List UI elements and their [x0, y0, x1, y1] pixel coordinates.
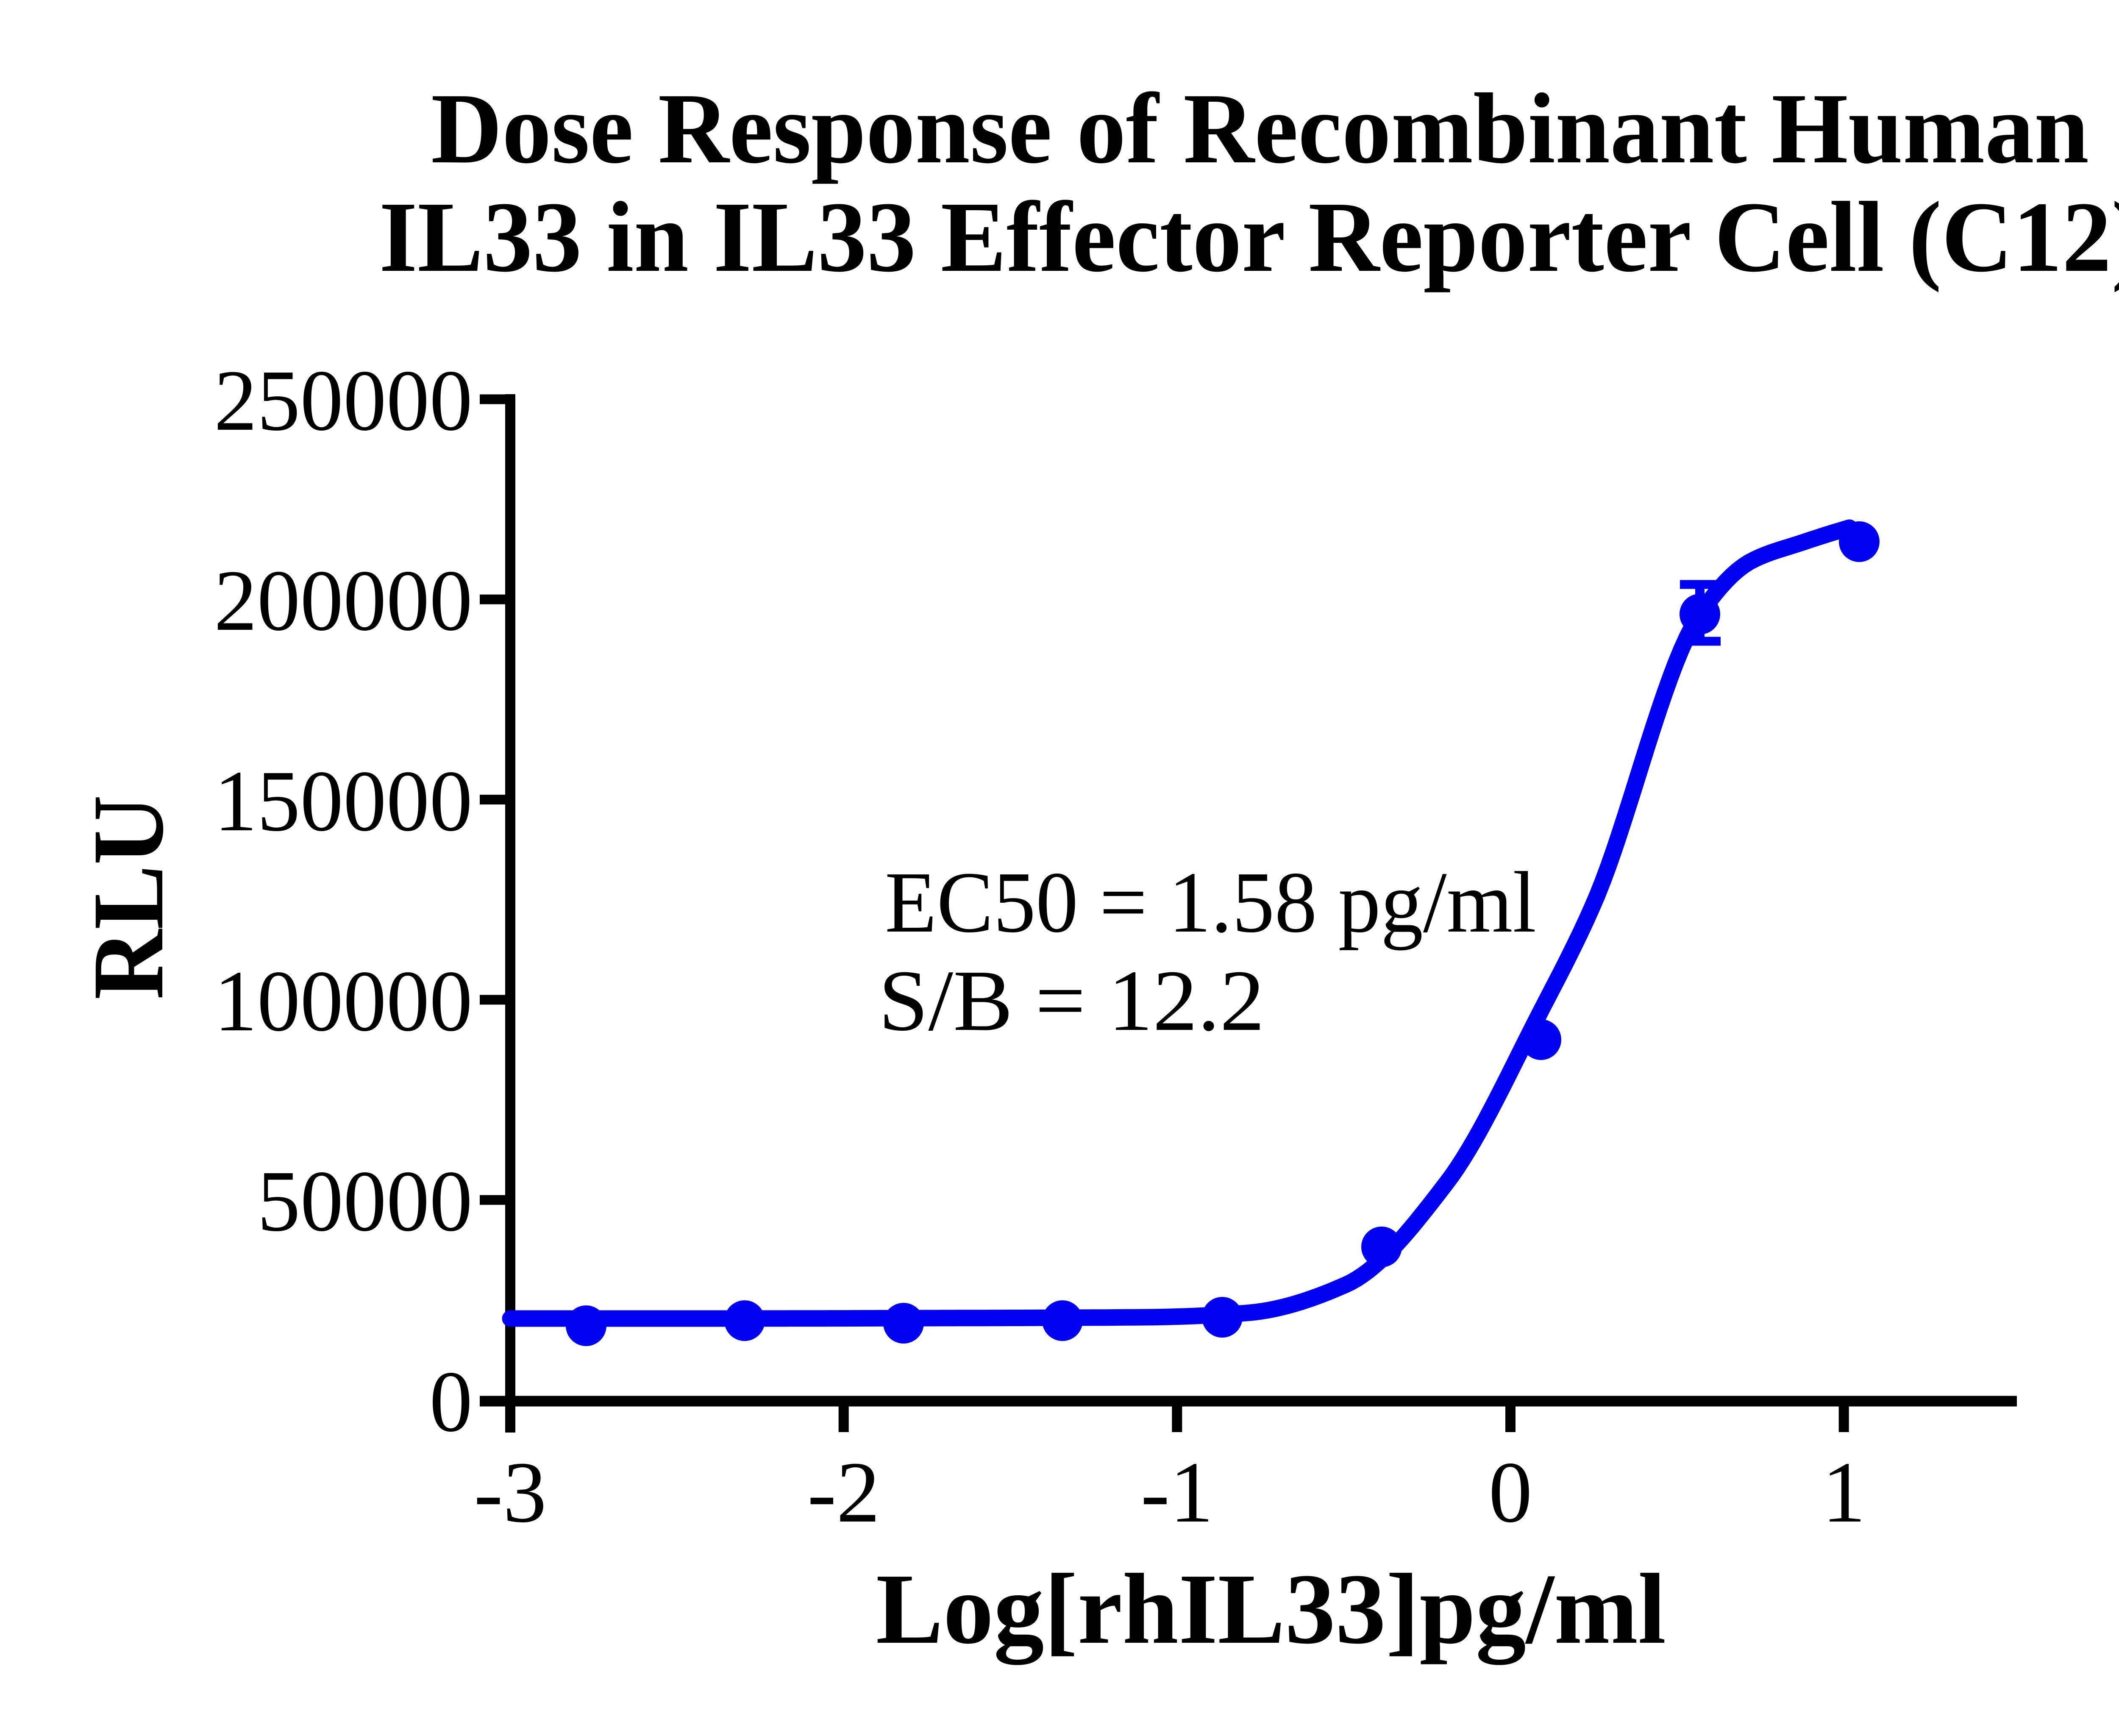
svg-text:50000: 50000 — [257, 1152, 473, 1249]
svg-text:-3: -3 — [474, 1444, 547, 1541]
svg-text:-2: -2 — [807, 1444, 880, 1541]
svg-text:1: 1 — [1822, 1444, 1866, 1541]
svg-text:EC50 = 1.58 pg/ml: EC50 = 1.58 pg/ml — [885, 854, 1536, 951]
svg-text:S/B = 12.2: S/B = 12.2 — [879, 952, 1265, 1049]
svg-text:0: 0 — [429, 1353, 473, 1450]
svg-text:100000: 100000 — [214, 952, 473, 1049]
svg-text:0: 0 — [1489, 1444, 1532, 1541]
svg-text:Log[rhIL33]pg/ml: Log[rhIL33]pg/ml — [876, 1553, 1666, 1665]
svg-text:RLU: RLU — [72, 795, 184, 1000]
svg-text:Dose Response of Recombinant H: Dose Response of Recombinant Human — [431, 73, 2089, 184]
svg-text:IL33 in IL33 Effector Reporter: IL33 in IL33 Effector Reporter Cell (C12… — [379, 181, 2119, 293]
svg-text:-1: -1 — [1140, 1444, 1213, 1541]
svg-text:250000: 250000 — [214, 352, 473, 449]
svg-text:150000: 150000 — [214, 752, 473, 849]
svg-text:200000: 200000 — [214, 552, 473, 649]
